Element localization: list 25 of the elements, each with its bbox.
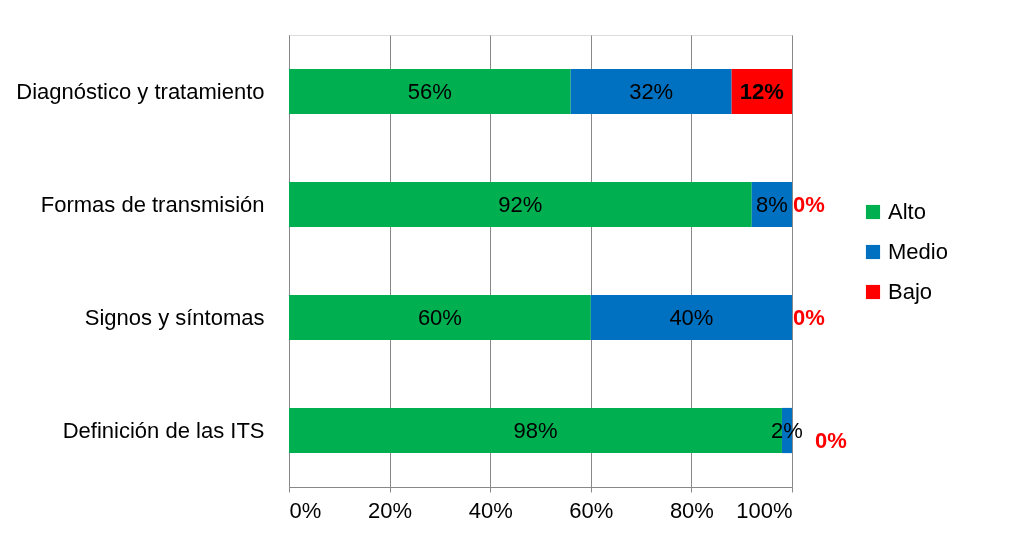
y-tick-label: Diagnóstico y tratamiento — [16, 78, 265, 104]
data-label: 8% — [755, 191, 788, 217]
data-label: 0% — [793, 304, 825, 330]
data-label: 32% — [629, 78, 674, 104]
data-label: 60% — [417, 304, 462, 330]
legend-label: Medio — [888, 239, 948, 264]
x-tick-label: 80% — [669, 497, 714, 523]
x-tick-label: 40% — [468, 497, 513, 523]
data-label: 40% — [669, 304, 714, 330]
data-label: 0% — [793, 191, 825, 217]
data-label: 56% — [407, 78, 452, 104]
x-tick-label: 20% — [368, 497, 413, 523]
x-tick-label: 60% — [569, 497, 614, 523]
x-tick-label: 0% — [289, 497, 322, 523]
y-tick-label: Signos y síntomas — [84, 304, 265, 330]
data-label: 98% — [513, 417, 558, 443]
x-tick-label: 100% — [736, 497, 793, 523]
data-label: 92% — [498, 191, 543, 217]
y-tick-label: Formas de transmisión — [40, 191, 265, 217]
legend-label: Alto — [888, 199, 926, 224]
data-label: 12% — [739, 78, 784, 104]
legend-label: Bajo — [888, 279, 933, 304]
y-tick-label: Definición de las ITS — [62, 417, 265, 443]
data-label: 2% — [771, 417, 803, 443]
data-label: 0% — [815, 427, 847, 453]
